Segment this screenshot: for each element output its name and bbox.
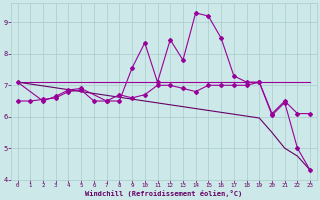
X-axis label: Windchill (Refroidissement éolien,°C): Windchill (Refroidissement éolien,°C) <box>85 190 243 197</box>
